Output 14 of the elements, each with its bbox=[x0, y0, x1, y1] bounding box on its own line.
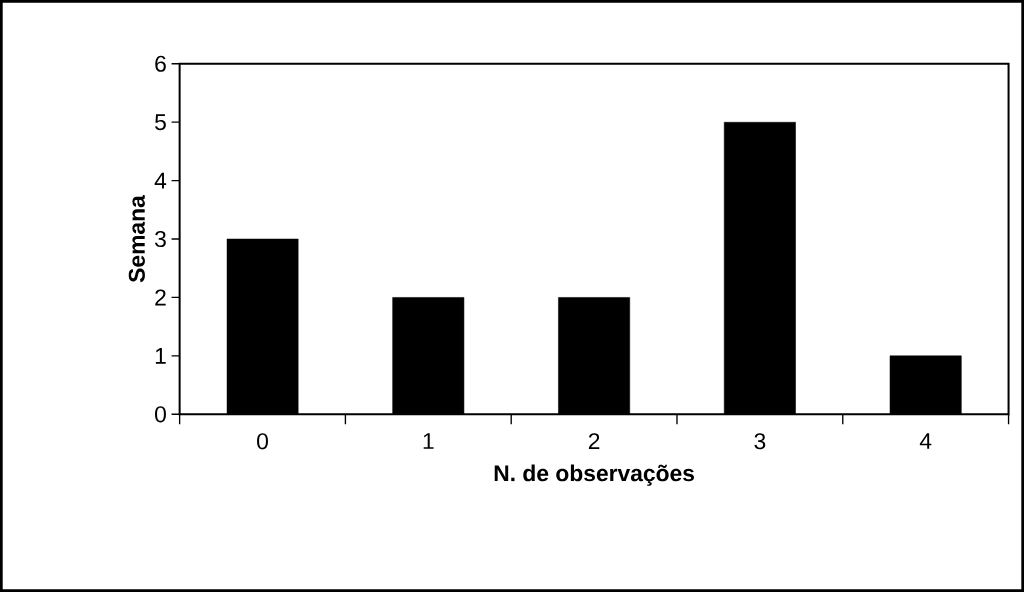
x-tick-label: 2 bbox=[588, 433, 600, 450]
y-tick-label: 0 bbox=[155, 406, 166, 423]
x-tick-label: 0 bbox=[257, 433, 268, 450]
x-tick-label: 3 bbox=[754, 433, 766, 450]
y-tick-label: 3 bbox=[154, 231, 166, 248]
x-tick-label: 1 bbox=[423, 433, 434, 449]
y-tick-label: 1 bbox=[155, 348, 166, 364]
y-tick-label: 6 bbox=[155, 55, 166, 72]
y-tick-label: 2 bbox=[155, 289, 166, 306]
x-axis-title: N. de observações bbox=[494, 464, 694, 486]
y-tick-label: 5 bbox=[155, 114, 166, 131]
y-tick-label: 4 bbox=[154, 172, 167, 189]
y-axis-title: Semana bbox=[128, 195, 145, 283]
x-tick-label: 4 bbox=[919, 433, 932, 449]
